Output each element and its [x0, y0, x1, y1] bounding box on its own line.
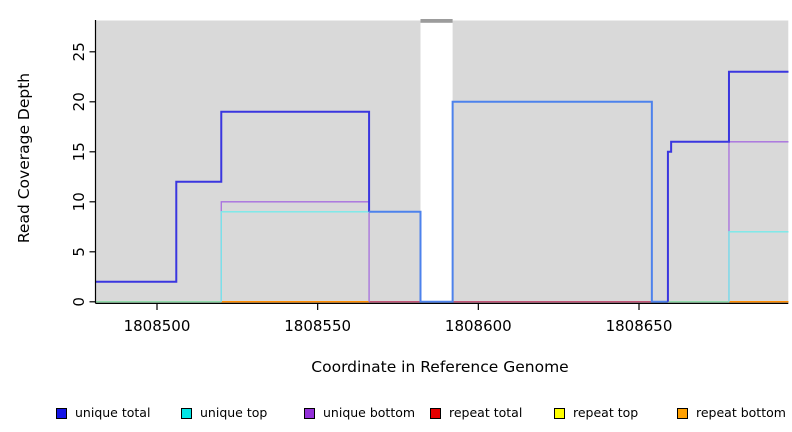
unique-total-line-right: [666, 70, 789, 302]
y-tick-label: 15: [70, 142, 88, 161]
x-tick-label: 1808600: [445, 317, 512, 335]
y-tick-label: 0: [70, 297, 88, 307]
gap-band: [420, 14, 453, 304]
unique-top-line-left: [220, 211, 421, 302]
unique-total-line-mid: [369, 100, 668, 303]
unique-total-line-left: [95, 110, 371, 283]
y-tick-label: 10: [70, 192, 88, 211]
x-tick-label: 1808550: [284, 317, 351, 335]
y-tick-label: 5: [70, 247, 88, 257]
x-tick-label: 1808650: [606, 317, 673, 335]
x-tick-label: 1808500: [124, 317, 191, 335]
y-axis-title: Read Coverage Depth: [15, 73, 33, 243]
unique-top-line-right: [728, 231, 789, 302]
gap-band-cap: [420, 19, 453, 23]
y-tick-label: 25: [70, 42, 88, 61]
y-tick-label: 20: [70, 92, 88, 111]
x-axis-title: Coordinate in Reference Genome: [311, 358, 568, 376]
